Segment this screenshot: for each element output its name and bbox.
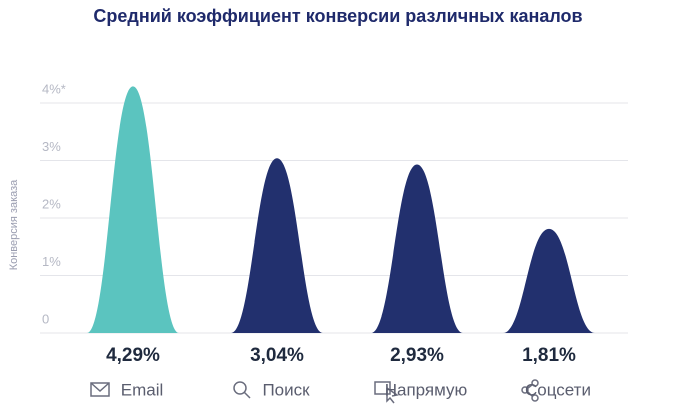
peak — [231, 158, 323, 333]
y-tick-label: 4%* — [42, 81, 66, 96]
value-label: 4,29% — [106, 345, 160, 366]
value-label: 2,93% — [390, 345, 444, 366]
category-label: Соцсети — [525, 380, 591, 399]
value-label: 3,04% — [250, 345, 304, 366]
y-tick-label: 0 — [42, 311, 49, 326]
search-icon — [233, 381, 251, 399]
direct-icon — [374, 381, 399, 404]
y-tick-label: 3% — [42, 139, 61, 154]
email-icon — [90, 382, 110, 397]
category-label: Email — [121, 380, 164, 399]
peak — [371, 164, 463, 333]
category-label: Напрямую — [385, 380, 468, 399]
y-tick-label: 2% — [42, 196, 61, 211]
value-label: 1,81% — [522, 345, 576, 366]
social-icon — [521, 379, 539, 402]
chart-title: Средний коэффициент конверсии различных … — [93, 6, 582, 26]
y-tick-label: 1% — [42, 254, 61, 269]
peak — [87, 86, 179, 333]
category-label: Поиск — [262, 380, 310, 399]
peak — [503, 228, 595, 333]
y-axis-label: Конверсия заказа — [8, 179, 20, 270]
icons — [90, 379, 539, 404]
